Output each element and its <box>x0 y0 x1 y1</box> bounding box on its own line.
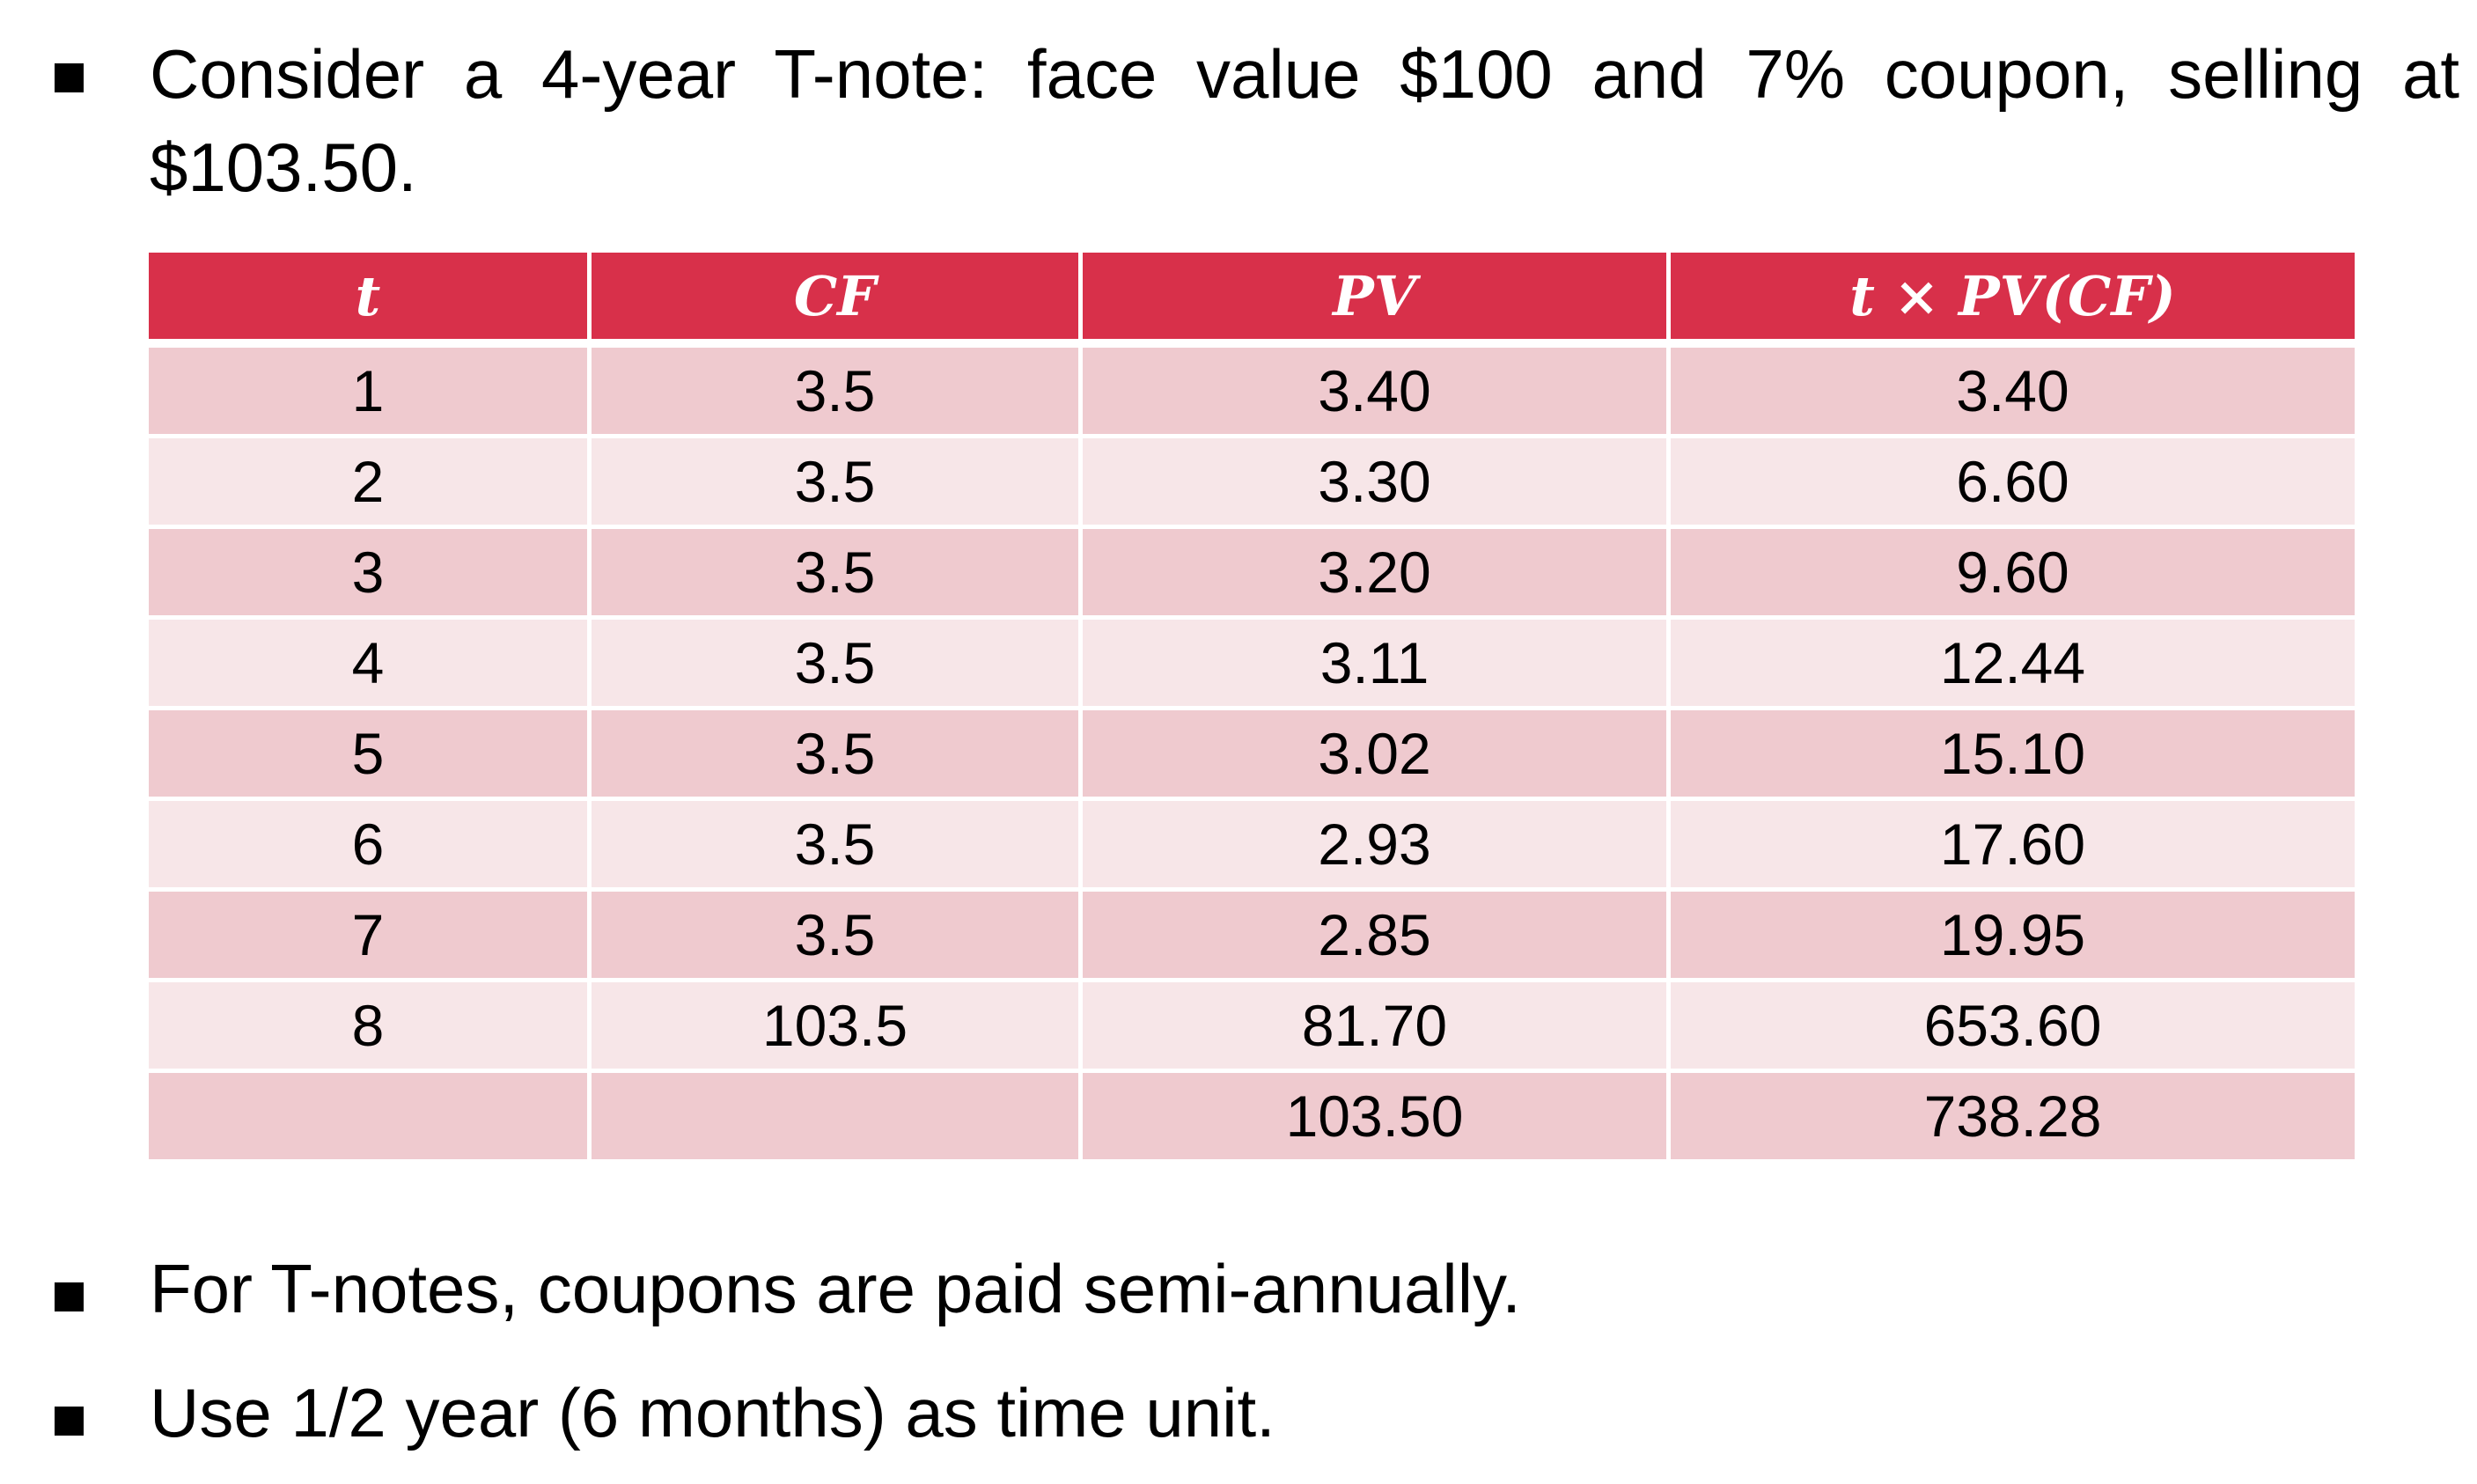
bullet-marker <box>55 1282 84 1311</box>
table-header-row: t CF PV t × PV(CF) <box>144 248 2359 346</box>
cell-t-pv: 15.10 <box>1666 706 2359 801</box>
cell-t-pv: 9.60 <box>1666 525 2359 620</box>
cell-t-pv: 6.60 <box>1666 434 2359 529</box>
cell-pv: 3.20 <box>1078 525 1671 620</box>
table-row: 4 3.5 3.11 12.44 <box>144 615 2359 710</box>
cell-t: 1 <box>144 341 592 438</box>
cell-t-pv: 17.60 <box>1666 797 2359 892</box>
cash-flow-table: t CF PV t × PV(CF) 1 3.5 3.40 3.40 2 3.5… <box>144 248 2359 1164</box>
cell-t: 3 <box>144 525 592 620</box>
cell-cf: 3.5 <box>587 706 1083 801</box>
table-row: 8 103.5 81.70 653.60 <box>144 978 2359 1073</box>
cell-t-pv: 3.40 <box>1666 341 2359 438</box>
cell-pv: 3.40 <box>1078 341 1671 438</box>
cell-t-pv: 653.60 <box>1666 978 2359 1073</box>
cell-pv-total: 103.50 <box>1078 1069 1671 1164</box>
table-row: 7 3.5 2.85 19.95 <box>144 887 2359 982</box>
table-row: 6 3.5 2.93 17.60 <box>144 797 2359 892</box>
cell-t: 7 <box>144 887 592 982</box>
cell-pv: 3.02 <box>1078 706 1671 801</box>
header-pv: PV <box>1078 248 1671 346</box>
cell-t: 8 <box>144 978 592 1073</box>
cell-pv: 2.93 <box>1078 797 1671 892</box>
cell-cf <box>587 1069 1083 1164</box>
table-row: 5 3.5 3.02 15.10 <box>144 706 2359 801</box>
cell-cf: 3.5 <box>587 434 1083 529</box>
cell-cf: 3.5 <box>587 887 1083 982</box>
cell-t-pv: 19.95 <box>1666 887 2359 982</box>
cell-t: 5 <box>144 706 592 801</box>
cell-cf: 103.5 <box>587 978 1083 1073</box>
cell-cf: 3.5 <box>587 797 1083 892</box>
table-row: 1 3.5 3.40 3.40 <box>144 341 2359 438</box>
header-t: t <box>144 248 592 346</box>
header-cf: CF <box>587 248 1083 346</box>
cell-pv: 2.85 <box>1078 887 1671 982</box>
cell-cf: 3.5 <box>587 525 1083 620</box>
table-row: 3 3.5 3.20 9.60 <box>144 525 2359 620</box>
bullet-marker <box>55 1407 84 1436</box>
cell-t-pv: 12.44 <box>1666 615 2359 710</box>
cell-pv: 3.30 <box>1078 434 1671 529</box>
cell-pv: 3.11 <box>1078 615 1671 710</box>
bullet-marker <box>55 63 84 92</box>
cell-t <box>144 1069 592 1164</box>
cell-t: 6 <box>144 797 592 892</box>
cell-cf: 3.5 <box>587 615 1083 710</box>
cell-cf: 3.5 <box>587 341 1083 438</box>
header-t-times-pv: t × PV(CF) <box>1666 248 2359 346</box>
note-semiannual: For T-notes, coupons are paid semi-annua… <box>150 1250 1521 1327</box>
cell-t: 2 <box>144 434 592 529</box>
table-total-row: 103.50 738.28 <box>144 1069 2359 1164</box>
table-row: 2 3.5 3.30 6.60 <box>144 434 2359 529</box>
cell-pv: 81.70 <box>1078 978 1671 1073</box>
intro-text: Consider a 4-year T-note: face value $10… <box>150 35 2459 206</box>
cell-t-pv-total: 738.28 <box>1666 1069 2359 1164</box>
note-time-unit: Use 1/2 year (6 months) as time unit. <box>150 1374 1275 1451</box>
cell-t: 4 <box>144 615 592 710</box>
